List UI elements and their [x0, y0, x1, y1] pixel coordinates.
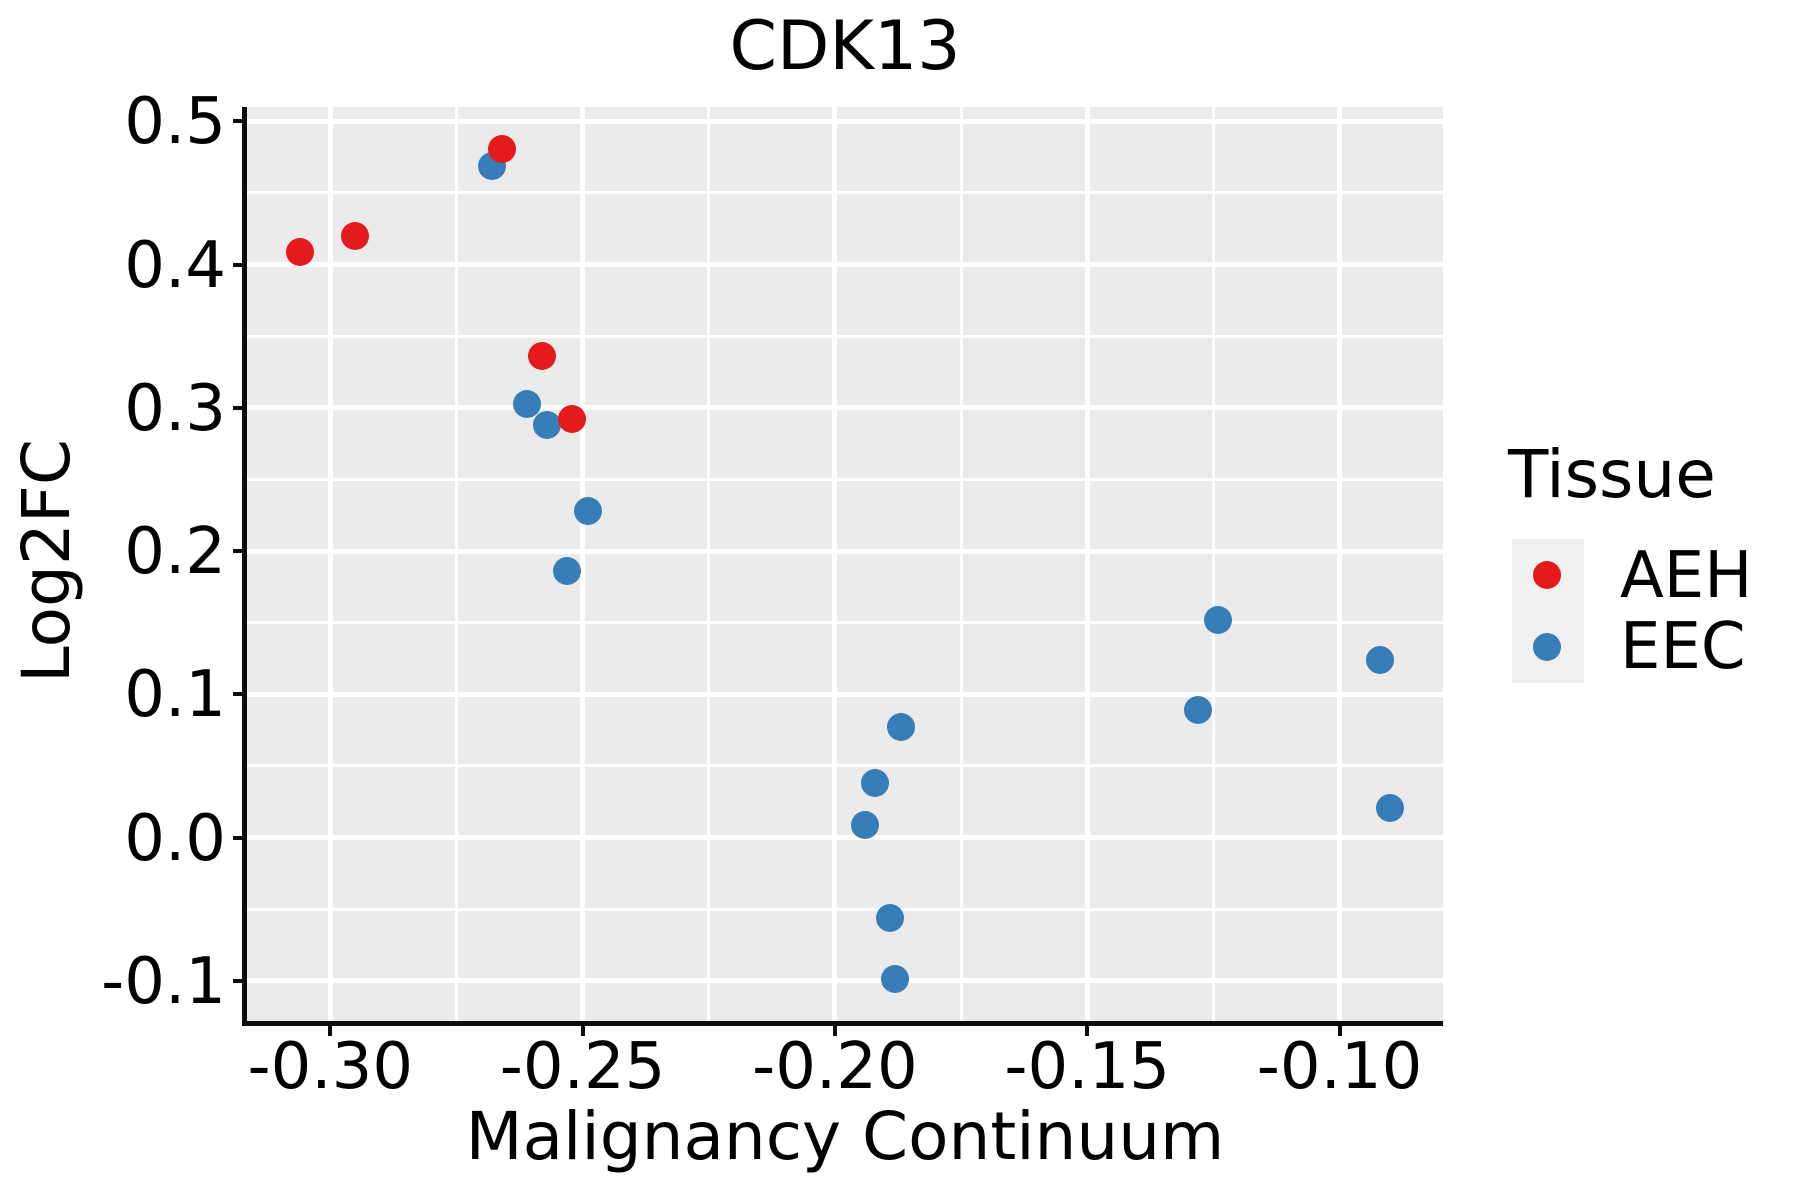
gridline-minor-y	[247, 764, 1443, 768]
data-point-eec	[876, 903, 905, 932]
data-point-eec	[861, 769, 890, 798]
y-tick-label: 0.2	[124, 515, 226, 590]
y-tick-label: 0.5	[124, 85, 226, 160]
gridline-minor-y	[247, 191, 1443, 195]
y-tick	[233, 835, 242, 840]
data-point-eec	[851, 810, 880, 839]
x-tick	[1337, 1026, 1342, 1036]
x-tick-label: -0.20	[752, 1030, 918, 1104]
y-tick	[233, 119, 242, 124]
gridline-minor-x	[454, 107, 458, 1021]
gridline-minor-y	[247, 334, 1443, 338]
legend-title: Tissue	[1508, 436, 1716, 513]
data-point-aeh	[528, 342, 557, 371]
gridline-major-x	[1337, 107, 1343, 1021]
data-point-eec	[881, 965, 910, 994]
data-point-aeh	[341, 221, 370, 250]
y-tick-label: 0.0	[124, 801, 226, 876]
gridline-major-y	[247, 835, 1443, 841]
y-tick	[233, 692, 242, 697]
y-tick	[233, 978, 242, 983]
y-tick-label: 0.4	[124, 228, 226, 303]
legend-dot-aeh	[1533, 561, 1561, 589]
x-tick-label: -0.10	[1256, 1030, 1423, 1104]
x-tick	[1085, 1026, 1090, 1036]
gridline-minor-y	[247, 621, 1443, 625]
gridline-major-y	[247, 691, 1443, 697]
y-tick-label: 0.1	[124, 658, 226, 733]
data-point-eec	[886, 713, 915, 742]
x-tick-label: -0.15	[1004, 1030, 1171, 1104]
gridline-major-x	[327, 107, 333, 1021]
gridline-major-x	[832, 107, 838, 1021]
gridline-minor-y	[247, 477, 1443, 481]
gridline-minor-x	[1211, 107, 1215, 1021]
x-tick	[328, 1026, 333, 1036]
x-tick-label: -0.25	[499, 1030, 666, 1104]
gridline-major-y	[247, 262, 1443, 268]
data-point-eec	[1376, 793, 1404, 822]
data-point-eec	[553, 557, 582, 586]
data-point-eec	[513, 389, 542, 418]
data-point-eec	[573, 496, 602, 525]
gridline-major-y	[247, 405, 1443, 411]
x-axis-title: Malignancy Continuum	[465, 1098, 1225, 1175]
data-point-aeh	[558, 405, 587, 434]
data-point-eec	[1184, 696, 1213, 725]
gridline-minor-x	[959, 107, 963, 1021]
y-tick	[233, 405, 242, 410]
x-tick	[832, 1026, 837, 1036]
y-axis-line	[242, 107, 247, 1026]
y-tick-label: 0.3	[124, 371, 226, 446]
data-point-eec	[1204, 605, 1233, 634]
y-tick	[233, 262, 242, 267]
legend-label-aeh: AEH	[1620, 539, 1753, 613]
legend-dot-eec	[1533, 633, 1561, 661]
gridline-minor-y	[247, 907, 1443, 911]
data-point-aeh	[487, 134, 516, 163]
x-tick-label: -0.30	[247, 1030, 414, 1104]
gridline-minor-x	[707, 107, 711, 1021]
data-point-eec	[1365, 645, 1394, 674]
gridline-major-y	[247, 118, 1443, 124]
data-point-eec	[533, 411, 562, 440]
plot-title: CDK13	[729, 7, 961, 86]
y-tick	[233, 549, 242, 554]
gridline-major-x	[580, 107, 586, 1021]
plot-panel	[247, 107, 1443, 1021]
gridline-major-x	[1084, 107, 1090, 1021]
gridline-major-y	[247, 548, 1443, 554]
x-tick	[580, 1026, 585, 1036]
y-tick-label: -0.1	[101, 944, 226, 1019]
legend-label-eec: EEC	[1620, 610, 1746, 684]
data-point-aeh	[285, 237, 314, 266]
gridline-major-y	[247, 978, 1443, 984]
x-axis-line	[242, 1021, 1443, 1026]
